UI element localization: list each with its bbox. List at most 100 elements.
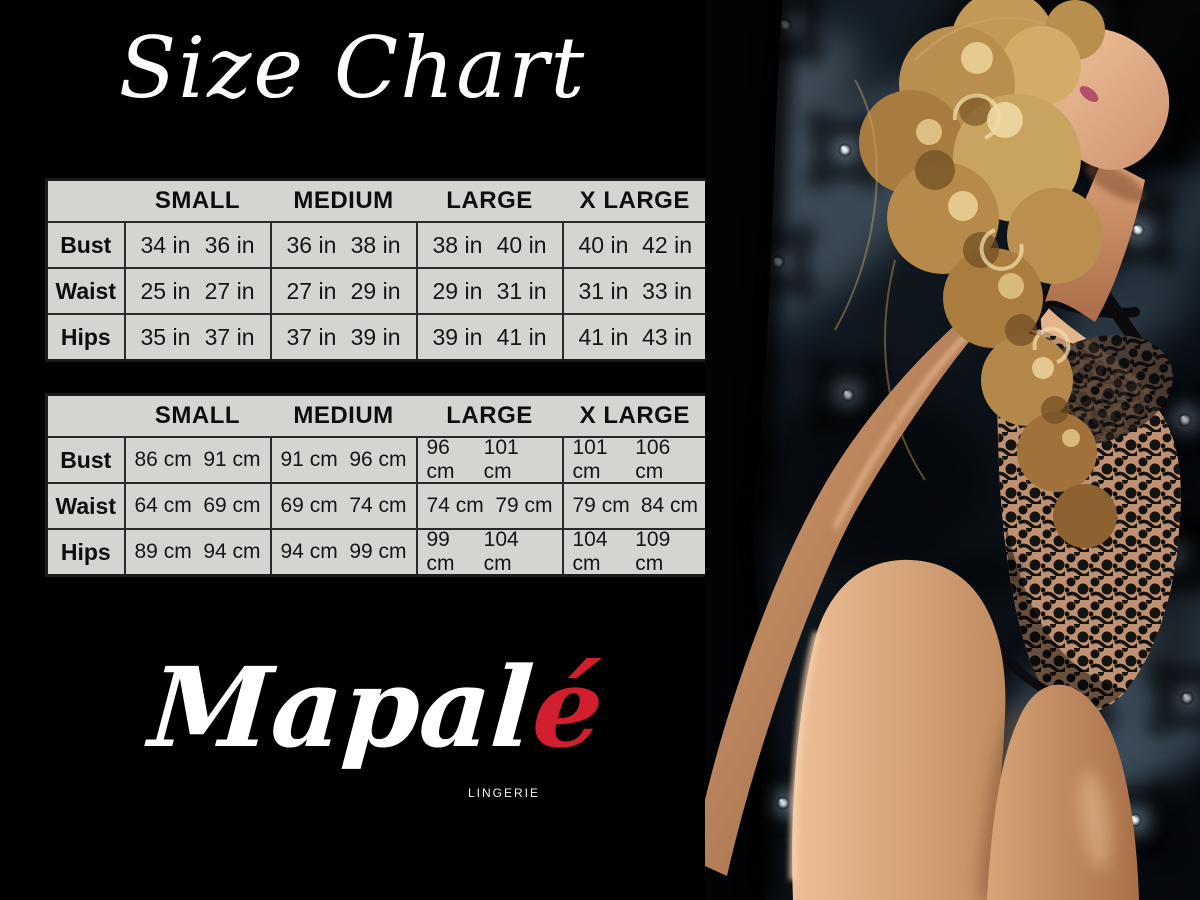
- header-row: SMALL MEDIUM LARGE X LARGE: [46, 178, 709, 223]
- size-value: 33 in: [642, 277, 692, 304]
- value-cell: 69 cm 74 cm: [269, 482, 418, 530]
- size-value: 36 in: [286, 231, 337, 258]
- brand-accent-letter: é: [528, 643, 608, 772]
- value-cell: 64 cm 69 cm: [123, 482, 272, 530]
- size-value: 91 cm: [203, 448, 261, 471]
- size-value: 43 in: [642, 323, 692, 350]
- size-value: 64 cm: [134, 494, 192, 517]
- size-header-cell: LARGE: [416, 178, 563, 223]
- row-label: Hips: [45, 313, 126, 362]
- size-value: 101 cm: [572, 436, 608, 483]
- size-header-cell: MEDIUM: [270, 393, 417, 438]
- size-value: 94 cm: [203, 540, 261, 563]
- size-value: 104 cm: [483, 528, 519, 575]
- brand-main-text: Mapal: [145, 643, 538, 772]
- size-value: 91 cm: [280, 448, 338, 471]
- value-cell: 89 cm 94 cm: [123, 528, 272, 577]
- size-table-centimeters: SMALL MEDIUM LARGE X LARGE Bust 86 cm 91 cm 91 …: [45, 393, 710, 577]
- value-cell: 104 cm 109 cm: [561, 528, 710, 577]
- size-value: 27 in: [204, 277, 255, 304]
- value-cell: 79 cm 84 cm: [561, 482, 710, 530]
- value-cell: 27 in 29 in: [269, 267, 418, 315]
- size-value: 31 in: [496, 277, 547, 304]
- size-value: 109 cm: [635, 528, 671, 575]
- size-value: 101 cm: [483, 436, 519, 483]
- size-value: 29 in: [432, 277, 483, 304]
- value-cell: 29 in 31 in: [415, 267, 564, 315]
- blank-header-cell: [46, 178, 125, 223]
- value-cell: 25 in 27 in: [123, 267, 272, 315]
- value-cell: 38 in 40 in: [415, 221, 564, 269]
- value-cell: 101 cm 106 cm: [561, 436, 710, 484]
- size-value: 94 cm: [280, 540, 338, 563]
- size-table-inches: SMALL MEDIUM LARGE X LARGE Bust 34 in 36 in 36 …: [45, 178, 710, 362]
- size-value: 84 cm: [640, 494, 698, 517]
- size-value: 79 cm: [495, 494, 553, 517]
- row-label: Hips: [45, 528, 126, 577]
- table-row: Waist 64 cm 69 cm 69 cm 74 cm 74 cm 79 cm 79 cm…: [45, 482, 710, 530]
- size-header-cell: SMALL: [124, 393, 271, 438]
- size-header-cell: SMALL: [124, 178, 271, 223]
- value-cell: 99 cm 104 cm: [415, 528, 564, 577]
- size-value: 96 cm: [349, 448, 407, 471]
- value-cell: 34 in 36 in: [123, 221, 272, 269]
- size-value: 106 cm: [635, 436, 671, 483]
- value-cell: 35 in 37 in: [123, 313, 272, 362]
- size-value: 42 in: [642, 231, 692, 258]
- size-header-cell: X LARGE: [562, 178, 709, 223]
- size-value: 37 in: [286, 323, 337, 350]
- size-header-cell: MEDIUM: [270, 178, 417, 223]
- value-cell: 94 cm 99 cm: [269, 528, 418, 577]
- header-row: SMALL MEDIUM LARGE X LARGE: [46, 393, 709, 438]
- size-value: 96 cm: [426, 436, 455, 483]
- value-cell: 96 cm 101 cm: [415, 436, 564, 484]
- size-value: 38 in: [350, 231, 401, 258]
- size-value: 31 in: [578, 277, 629, 304]
- row-label: Waist: [45, 482, 126, 530]
- size-value: 29 in: [350, 277, 401, 304]
- size-value: 36 in: [204, 231, 255, 258]
- size-value: 40 in: [578, 231, 629, 258]
- blank-header-cell: [46, 393, 125, 438]
- value-cell: 31 in 33 in: [561, 267, 710, 315]
- value-cell: 91 cm 96 cm: [269, 436, 418, 484]
- table-row: Bust 86 cm 91 cm 91 cm 96 cm 96 cm 101 cm 101 c…: [45, 436, 710, 484]
- model-hair: [834, 0, 1117, 548]
- value-cell: 37 in 39 in: [269, 313, 418, 362]
- size-value: 39 in: [350, 323, 401, 350]
- size-value: 38 in: [432, 231, 483, 258]
- model-photo: [705, 0, 1200, 900]
- value-cell: 36 in 38 in: [269, 221, 418, 269]
- table-row: Waist 25 in 27 in 27 in 29 in 29 in 31 in 31 in…: [45, 267, 710, 315]
- size-value: 79 cm: [572, 494, 630, 517]
- table-row: Hips 89 cm 94 cm 94 cm 99 cm 99 cm 104 cm 104 c…: [45, 528, 710, 577]
- size-value: 99 cm: [426, 528, 455, 575]
- size-value: 74 cm: [426, 494, 484, 517]
- brand-subtitle: LINGERIE: [468, 786, 541, 800]
- size-value: 41 in: [496, 323, 547, 350]
- size-value: 40 in: [496, 231, 547, 258]
- size-value: 27 in: [286, 277, 337, 304]
- brand-wordmark: Mapalé: [146, 643, 608, 772]
- value-cell: 74 cm 79 cm: [415, 482, 564, 530]
- size-value: 41 in: [578, 323, 629, 350]
- size-value: 69 cm: [280, 494, 338, 517]
- size-value: 35 in: [140, 323, 191, 350]
- size-value: 37 in: [204, 323, 255, 350]
- size-value: 86 cm: [134, 448, 192, 471]
- page-title: Size Chart: [118, 19, 587, 117]
- size-value: 39 in: [432, 323, 483, 350]
- curtain-drape: [705, 0, 796, 900]
- value-cell: 86 cm 91 cm: [123, 436, 272, 484]
- size-value: 69 cm: [203, 494, 261, 517]
- model-legs: [789, 559, 1139, 900]
- size-header-cell: X LARGE: [562, 393, 709, 438]
- size-value: 99 cm: [349, 540, 407, 563]
- row-label: Bust: [45, 221, 126, 269]
- size-value: 89 cm: [134, 540, 192, 563]
- value-cell: 40 in 42 in: [561, 221, 710, 269]
- brand-logo: Mapalé LINGERIE: [146, 643, 608, 820]
- row-label: Waist: [45, 267, 126, 315]
- table-row: Hips 35 in 37 in 37 in 39 in 39 in 41 in 41 in 4…: [45, 313, 710, 362]
